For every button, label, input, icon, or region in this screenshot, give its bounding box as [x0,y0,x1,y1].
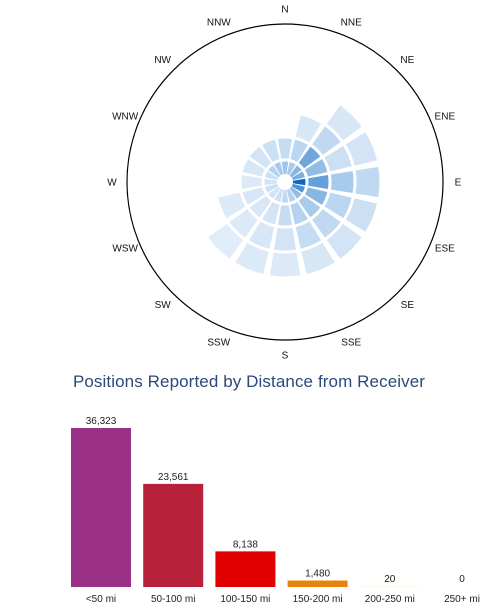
direction-label-wnw: WNW [112,111,139,122]
bar-category-label-3: 150-200 mi [293,594,343,605]
polar-cell-sse-ring-0 [286,188,296,202]
polar-cell-w-ring-0 [264,178,278,186]
polar-cell-sw-ring-1 [249,195,272,218]
direction-label-ene: ENE [435,111,456,122]
polar-cell-se-ring-0 [289,186,302,199]
bar-value-label-4: 20 [384,574,396,585]
polar-cell-sse-ring-3 [301,242,335,274]
bar-value-label-5: 0 [459,574,465,585]
polar-cell-ssw-ring-0 [274,188,284,202]
polar-cell-nnw-ring-1 [262,139,280,163]
polar-cell-ese-ring-2 [324,192,352,219]
polar-cell-ssw-ring-3 [235,242,269,274]
polar-cell-n-ring-1 [278,138,292,159]
polar-cell-e-ring-1 [308,175,329,189]
polar-cell-ssw-ring-1 [262,201,280,225]
polar-cell-s-ring-1 [278,205,292,226]
polar-cell-e-ring-2 [330,171,354,193]
direction-label-wsw: WSW [112,244,138,255]
polar-cell-ene-ring-2 [324,145,352,172]
direction-label-ne: NE [400,55,414,66]
polar-cell-e-ring-0 [292,178,306,186]
bar-category-label-5: 250+ mi [444,594,480,605]
polar-cell-nne-ring-1 [290,139,308,163]
bar-value-label-1: 23,561 [158,472,189,483]
polar-cell-nnw-ring-0 [274,162,284,176]
polar-cell-wsw-ring-2 [218,192,246,219]
polar-cell-se-ring-1 [298,195,321,218]
bar-category-label-4: 200-250 mi [365,594,415,605]
bar-2 [215,551,276,587]
polar-cell-ese-ring-0 [291,183,305,193]
direction-label-s: S [282,351,289,362]
polar-cell-nne-ring-0 [286,162,296,176]
bar-0 [71,428,131,587]
polar-rim [126,23,444,341]
bar-category-label-1: 50-100 mi [151,594,195,605]
polar-cell-sse-ring-1 [290,201,308,225]
polar-cell-wnw-ring-0 [265,171,279,181]
polar-cell-s-ring-0 [281,189,289,203]
bar-chart-title: Positions Reported by Distance from Rece… [72,372,426,391]
polar-cell-ene-ring-0 [291,171,305,181]
polar-cell-ne-ring-1 [298,146,321,169]
direction-label-w: W [107,178,117,189]
polar-cell-ssw-ring-2 [248,221,275,249]
polar-cell-ese-ring-1 [304,187,328,205]
polar-cell-ne-ring-2 [312,126,341,155]
polar-cell-ene-ring-1 [304,159,328,177]
bar-3 [287,580,348,587]
polar-cell-e-ring-3 [355,166,380,198]
polar-cell-ese-ring-3 [345,198,377,232]
polar-cell-ne-ring-3 [326,105,362,141]
polar-cell-nw-ring-0 [268,165,281,178]
polar-cell-w-ring-1 [241,175,262,189]
direction-label-ssw: SSW [207,337,230,348]
polar-cell-se-ring-3 [326,223,362,259]
polar-cell-n-ring-0 [281,161,289,175]
direction-label-e: E [455,178,462,189]
polar-cell-sw-ring-2 [229,209,258,238]
polar-cell-nw-ring-1 [249,146,272,169]
polar-cell-sse-ring-2 [295,221,322,249]
polar-cell-sw-ring-3 [208,223,244,259]
bar-value-label-2: 8,138 [233,539,258,550]
direction-label-sw: SW [155,300,172,311]
bar-category-label-0: <50 mi [86,594,116,605]
polar-cell-ene-ring-3 [345,132,377,166]
direction-label-sse: SSE [341,337,361,348]
direction-label-nw: NW [154,55,171,66]
polar-cell-sw-ring-0 [268,186,281,199]
bar-category-label-2: 100-150 mi [220,594,270,605]
polar-cell-s-ring-3 [269,252,301,277]
bar-value-label-0: 36,323 [86,416,117,427]
polar-range-chart: N NNE NE ENE E ESE SE SSE S SSW SW WSW W WNW NW NNW [107,5,462,362]
bar-1 [143,483,204,587]
distance-bar-chart: 36,323 <50 mi 23,561 50-100 mi 8,138 100-150 … [71,416,480,605]
polar-cell-nne-ring-2 [295,115,322,143]
direction-label-nne: NNE [341,18,362,29]
polar-cell-se-ring-2 [312,209,341,238]
polar-cell-wsw-ring-1 [242,187,266,205]
bar-value-label-3: 1,480 [305,569,330,580]
direction-label-n: N [281,5,288,16]
polar-cell-ne-ring-0 [289,165,302,178]
direction-label-nnw: NNW [207,18,231,29]
direction-label-ese: ESE [435,244,455,255]
polar-cell-wnw-ring-1 [242,159,266,177]
polar-cell-wsw-ring-0 [265,183,279,193]
polar-cell-s-ring-2 [274,227,296,251]
direction-label-se: SE [401,300,415,311]
